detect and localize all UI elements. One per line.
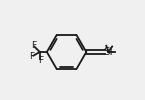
Text: F: F xyxy=(31,41,36,50)
Text: F: F xyxy=(30,52,35,61)
Text: F: F xyxy=(38,56,43,65)
Text: Si: Si xyxy=(104,47,113,57)
